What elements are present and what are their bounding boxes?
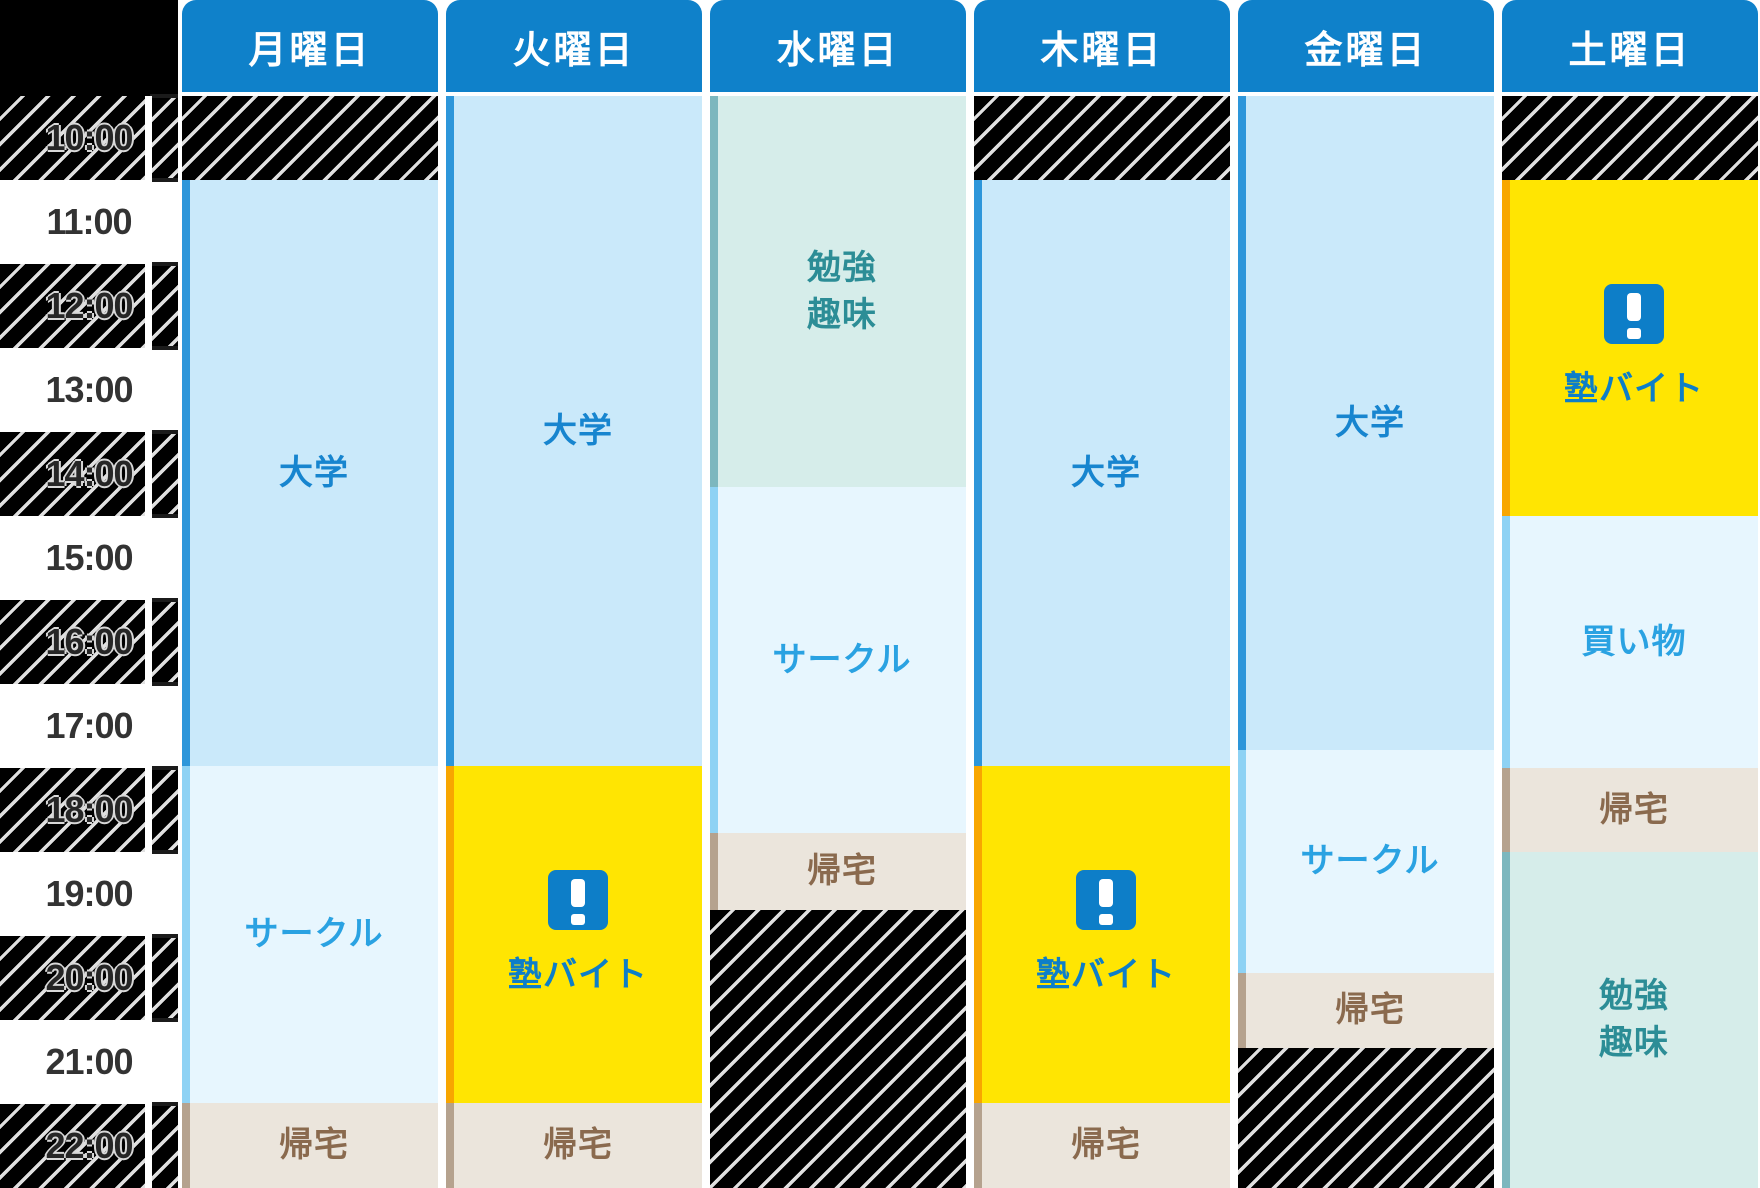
column-friday: 金曜日 大学 サークル 帰宅	[1234, 0, 1498, 1188]
day-header-saturday: 土曜日	[1502, 0, 1758, 92]
event-block-university: 大学	[1238, 96, 1494, 750]
hour-tick	[150, 1018, 178, 1022]
hour-tick	[150, 262, 178, 266]
alert-icon	[1076, 870, 1136, 931]
time-label: 10:00	[45, 117, 133, 158]
day-header-wednesday: 水曜日	[710, 0, 966, 92]
event-label: 帰宅	[279, 1126, 349, 1165]
time-label: 19:00	[45, 873, 133, 914]
event-block-home: 帰宅	[182, 1103, 438, 1188]
empty-slot	[974, 96, 1230, 180]
event-label: 大学	[1071, 453, 1141, 492]
time-label: 12:00	[45, 285, 133, 326]
event-label: 大学	[1335, 403, 1405, 442]
event-label: 趣味	[1599, 1024, 1669, 1062]
event-block-circle: サークル	[710, 487, 966, 833]
day-header-thursday: 木曜日	[974, 0, 1230, 92]
event-block-circle: サークル	[182, 766, 438, 1103]
column-wednesday: 水曜日 勉強 趣味 サークル 帰宅	[706, 0, 970, 1188]
event-block-home: 帰宅	[974, 1103, 1230, 1188]
column-thursday: 木曜日 大学 塾バイト 帰宅	[970, 0, 1234, 1188]
time-label: 13:00	[45, 369, 133, 410]
event-label: 趣味	[807, 295, 877, 334]
event-label: 塾バイト	[1564, 369, 1704, 408]
event-label: 大学	[543, 411, 613, 450]
time-label: 16:00	[45, 621, 133, 662]
event-block-circle: サークル	[1238, 750, 1494, 973]
hour-tick	[150, 682, 178, 686]
hour-tick	[150, 94, 178, 98]
event-label: 買い物	[1581, 622, 1687, 661]
event-block-study: 勉強 趣味	[1502, 852, 1758, 1188]
event-block-juku: 塾バイト	[446, 766, 702, 1103]
event-block-juku: 塾バイト	[1502, 180, 1758, 516]
event-block-university: 大学	[974, 180, 1230, 766]
event-label: 帰宅	[1071, 1126, 1141, 1165]
event-label: サークル	[772, 640, 912, 679]
time-label: 21:00	[45, 1041, 133, 1082]
time-label: 20:00	[45, 957, 133, 998]
day-header-friday: 金曜日	[1238, 0, 1494, 92]
event-label: 塾バイト	[508, 956, 648, 995]
event-label: 帰宅	[543, 1126, 613, 1165]
time-label: 17:00	[45, 705, 133, 746]
column-tuesday: 火曜日 大学 塾バイト 帰宅	[442, 0, 706, 1188]
column-saturday: 土曜日 塾バイト 買い物 帰宅 勉強 趣味	[1498, 0, 1760, 1188]
empty-slot	[710, 910, 966, 1188]
hour-tick	[150, 934, 178, 938]
day-header-monday: 月曜日	[182, 0, 438, 92]
event-label: 大学	[279, 453, 349, 492]
hour-tick	[150, 430, 178, 434]
event-block-home: 帰宅	[446, 1103, 702, 1188]
event-block-home: 帰宅	[1502, 768, 1758, 852]
event-label: 勉強	[1599, 977, 1669, 1016]
alert-icon	[1604, 283, 1664, 344]
event-label: 帰宅	[1599, 790, 1669, 829]
rail-seam	[145, 96, 152, 1188]
empty-slot	[1238, 1048, 1494, 1188]
hour-tick	[150, 598, 178, 602]
time-label: 15:00	[45, 537, 133, 578]
day-header-tuesday: 火曜日	[446, 0, 702, 92]
column-monday: 月曜日 大学 サークル 帰宅	[178, 0, 442, 1188]
time-label: 22:00	[45, 1125, 133, 1166]
event-block-home: 帰宅	[1238, 973, 1494, 1048]
empty-slot	[182, 96, 438, 180]
event-label: 帰宅	[1335, 991, 1405, 1030]
event-block-home: 帰宅	[710, 833, 966, 910]
event-label: サークル	[244, 915, 384, 954]
event-block-university: 大学	[182, 180, 438, 766]
event-block-study: 勉強 趣味	[710, 96, 966, 487]
hour-tick	[150, 1102, 178, 1106]
event-label: 帰宅	[807, 852, 877, 891]
event-block-shopping: 買い物	[1502, 516, 1758, 768]
hour-tick	[150, 850, 178, 854]
alert-icon	[548, 870, 608, 931]
time-label: 11:00	[46, 201, 132, 242]
event-block-university: 大学	[446, 96, 702, 766]
event-block-juku: 塾バイト	[974, 766, 1230, 1103]
hour-tick	[150, 178, 178, 182]
event-label: 塾バイト	[1036, 956, 1176, 995]
time-label: 14:00	[45, 453, 133, 494]
event-label: 勉強	[807, 248, 877, 287]
event-label: サークル	[1300, 842, 1440, 881]
time-rail: 10:00 11:00 12:00 13:00 14:00 15:00 16:00 17:00…	[0, 0, 182, 1188]
time-label: 18:00	[45, 789, 133, 830]
hour-tick	[150, 346, 178, 350]
empty-slot	[1502, 96, 1758, 180]
hour-tick	[150, 766, 178, 770]
hour-tick	[150, 514, 178, 518]
